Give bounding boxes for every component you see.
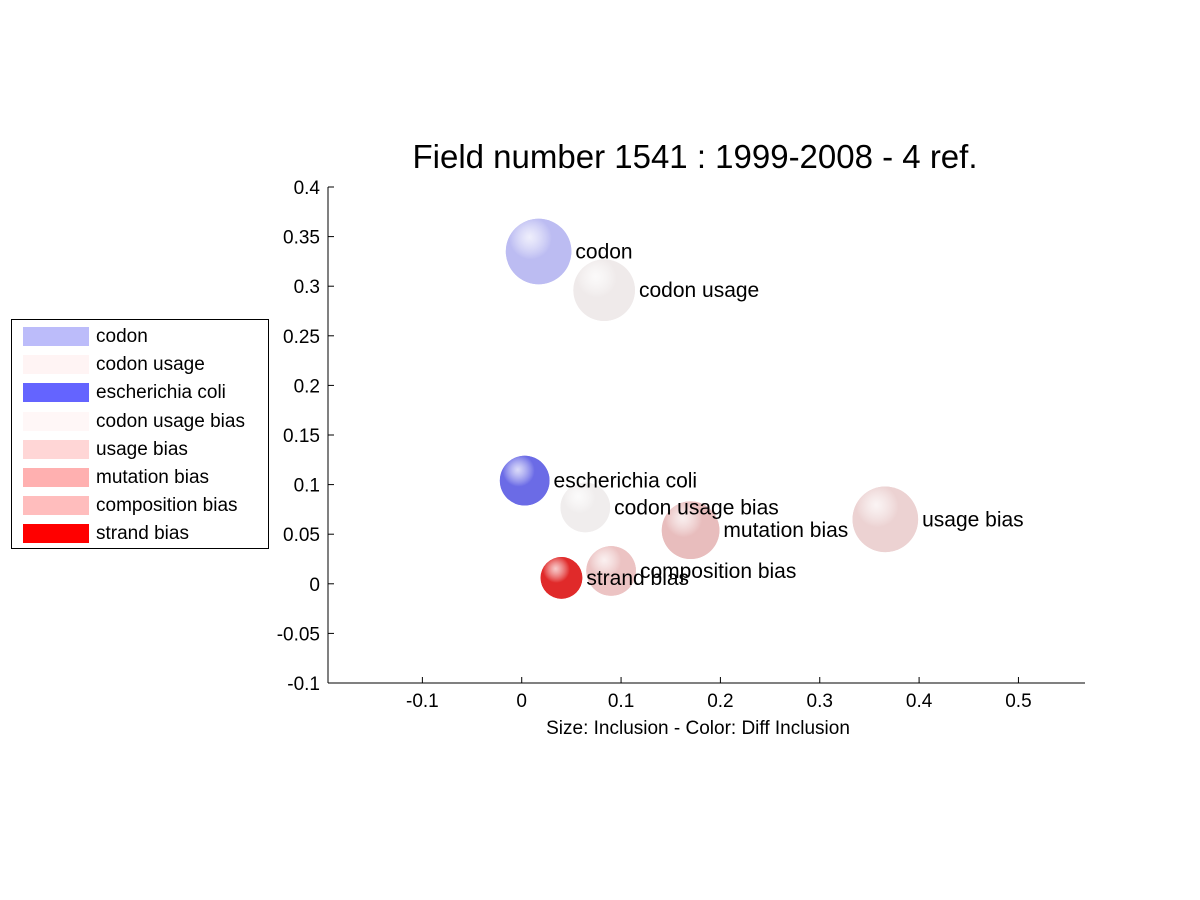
legend-swatch — [23, 383, 89, 403]
x-tick-label: 0.1 — [608, 691, 634, 712]
y-tick-label: 0.25 — [283, 327, 320, 348]
data-point-shading — [661, 501, 720, 560]
y-tick-label: 0.05 — [283, 525, 320, 546]
legend-item: codon usage bias — [23, 410, 268, 432]
legend-item: strand bias — [23, 522, 268, 544]
data-point-shading — [505, 218, 572, 285]
legend-item: mutation bias — [23, 466, 268, 488]
data-point-shading — [499, 455, 550, 506]
legend-swatch — [23, 439, 89, 459]
data-points — [499, 218, 919, 599]
data-point-labels: codon codon usage escherichia coli codon us… — [554, 240, 1024, 589]
data-point-shading — [540, 556, 583, 599]
data-point-label: codon usage bias — [614, 496, 779, 519]
legend-item: composition bias — [23, 494, 268, 516]
legend-label: codon — [96, 326, 148, 347]
x-tick-label: 0.5 — [1005, 691, 1031, 712]
data-point-shading — [586, 546, 636, 596]
legend-label: escherichia coli — [96, 382, 226, 404]
legend-swatch — [23, 327, 89, 346]
data-point-shading — [573, 259, 635, 321]
chart-title: Field number 1541 : 1999-2008 - 4 ref. — [412, 138, 977, 175]
data-point-label: strand bias — [586, 567, 689, 590]
data-point-label: codon — [575, 240, 632, 263]
y-tick-label: 0.35 — [283, 228, 320, 249]
y-axis-ticks: -0.1 -0.05 0 0.05 0.1 0.15 0.2 0.25 0.3 0.35 0.4 — [277, 178, 334, 695]
data-point-label: composition bias — [640, 560, 796, 583]
legend-item: escherichia coli — [23, 381, 268, 403]
x-axis-label: Size: Inclusion - Color: Diff Inclusion — [546, 718, 850, 739]
y-tick-label: 0 — [309, 575, 320, 596]
legend-item: codon — [23, 325, 268, 347]
legend-item: codon usage — [23, 353, 268, 375]
y-tick-label: 0.4 — [294, 178, 321, 199]
legend-swatch — [23, 496, 89, 516]
legend-swatch — [23, 355, 89, 375]
legend: codon codon usage escherichia coli codon us… — [11, 319, 269, 549]
y-tick-label: 0.3 — [294, 277, 320, 298]
y-tick-label: 0.2 — [294, 376, 320, 397]
data-point-label: usage bias — [922, 508, 1024, 531]
x-tick-label: 0.2 — [707, 691, 733, 712]
legend-label: composition bias — [96, 495, 238, 517]
legend-label: mutation bias — [96, 467, 210, 488]
y-tick-label: 0.1 — [294, 476, 320, 497]
legend-label: strand bias — [96, 523, 189, 545]
x-tick-label: 0.3 — [807, 691, 833, 712]
data-point-label: escherichia coli — [554, 470, 698, 493]
x-tick-label: 0.4 — [906, 691, 933, 712]
y-tick-label: -0.1 — [287, 674, 320, 695]
x-tick-label: -0.1 — [406, 691, 439, 712]
data-point-shading — [852, 486, 919, 553]
x-axis-ticks: -0.1 0 0.1 0.2 0.3 0.4 0.5 — [406, 677, 1032, 712]
legend-swatch — [23, 468, 89, 487]
legend-item: usage bias — [23, 438, 268, 460]
legend-label: codon usage — [96, 354, 205, 376]
y-tick-label: -0.05 — [277, 624, 320, 645]
legend-label: usage bias — [96, 438, 188, 460]
data-point-label: codon usage — [639, 279, 759, 302]
y-tick-label: 0.15 — [283, 426, 320, 447]
legend-swatch — [23, 524, 89, 544]
data-point-shading — [560, 482, 611, 533]
legend-swatch — [23, 411, 89, 431]
data-point-label: mutation bias — [723, 519, 848, 542]
legend-label: codon usage bias — [96, 410, 245, 432]
x-tick-label: 0 — [516, 691, 527, 712]
